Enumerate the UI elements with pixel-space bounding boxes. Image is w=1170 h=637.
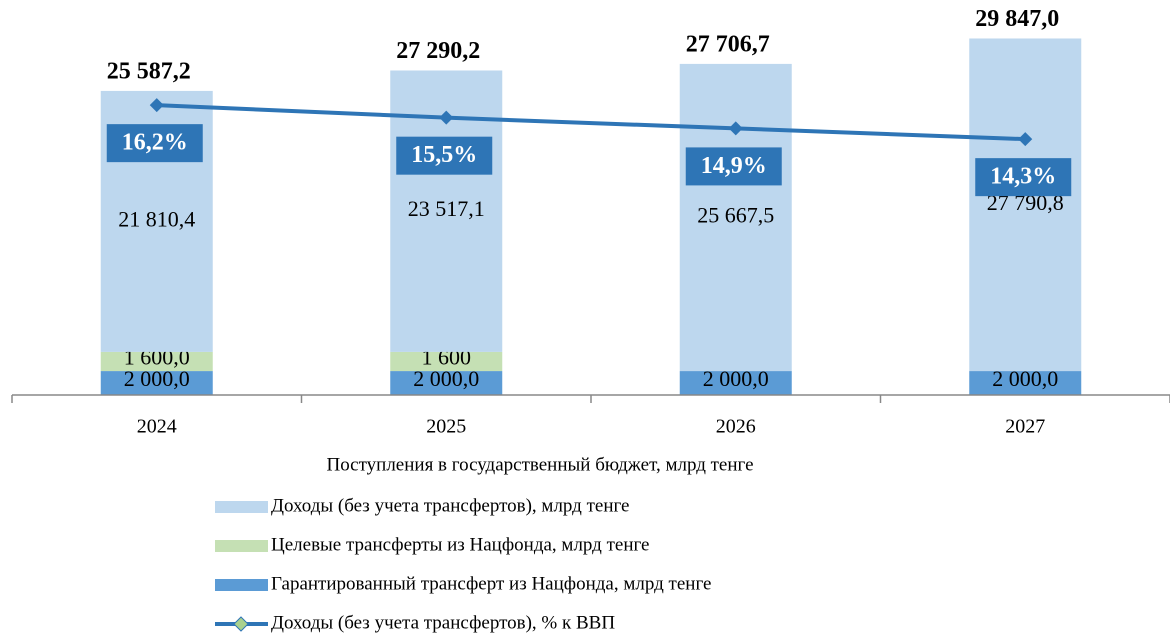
x-tick-label: 2026 xyxy=(716,416,756,438)
data-label: 14,3% xyxy=(990,164,1056,190)
legend-swatch xyxy=(215,501,268,513)
bar-segment xyxy=(390,351,503,372)
x-tick-label: 2024 xyxy=(137,416,177,438)
legend-swatch xyxy=(215,579,268,591)
legend-label: Целевые трансферты из Нацфонда, млрд тен… xyxy=(271,534,649,555)
bar-segment xyxy=(679,371,792,395)
bar-segment xyxy=(100,371,213,395)
line-marker xyxy=(728,121,743,136)
bar-segment xyxy=(100,351,213,372)
legend-label: Гарантированный трансферт из Нацфонда, м… xyxy=(271,573,711,594)
legend-title: Поступления в государственный бюджет, мл… xyxy=(326,454,753,475)
x-tick-label: 2027 xyxy=(1005,416,1045,438)
total-label: 27 706,7 xyxy=(686,31,770,57)
label-box xyxy=(396,136,493,175)
data-label: 15,5% xyxy=(411,142,477,168)
data-label: 16,2% xyxy=(122,130,188,156)
label-box xyxy=(106,124,203,163)
label-box xyxy=(685,147,782,186)
line-marker xyxy=(1018,132,1033,147)
bar-segment xyxy=(969,38,1082,372)
label-box xyxy=(975,158,1072,197)
line xyxy=(156,103,1026,142)
legend-label: Доходы (без учета трансфертов), % к ВВП xyxy=(271,612,615,633)
data-label: 25 667,5 xyxy=(697,203,774,228)
line-marker xyxy=(149,98,164,113)
line-marker xyxy=(439,110,454,125)
legend-swatch xyxy=(215,540,268,552)
total-label: 25 587,2 xyxy=(107,58,191,84)
x-tick-label: 2025 xyxy=(426,416,466,438)
data-label: 23 517,1 xyxy=(408,196,485,221)
total-label: 29 847,0 xyxy=(975,6,1059,32)
data-label: 21 810,4 xyxy=(118,206,195,231)
legend-marker xyxy=(233,616,249,632)
data-label: 14,9% xyxy=(701,153,767,179)
bar-segment xyxy=(679,63,792,372)
total-label: 27 290,2 xyxy=(396,38,480,64)
bar-segment xyxy=(969,371,1082,395)
legend-label: Доходы (без учета трансфертов), млрд тен… xyxy=(271,495,629,516)
bar-segment xyxy=(390,371,503,395)
